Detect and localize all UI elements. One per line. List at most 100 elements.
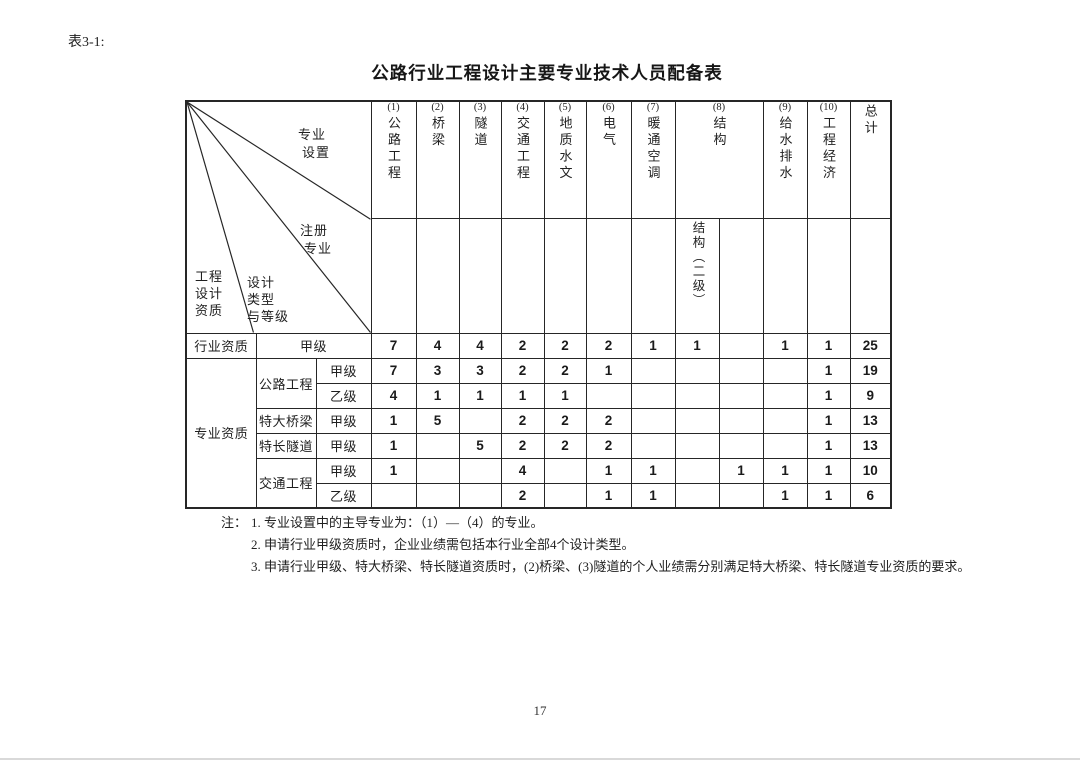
value-cell bbox=[674, 382, 720, 409]
value-cell: 1 bbox=[415, 382, 460, 409]
value-cell: 1 bbox=[806, 332, 851, 359]
grade-cell: 甲级 bbox=[315, 357, 372, 384]
value-cell bbox=[458, 482, 502, 509]
col-header-eng-economy: (10) 工程经济 bbox=[806, 100, 851, 219]
page-bottom-edge bbox=[0, 758, 1080, 760]
value-cell: 2 bbox=[543, 357, 587, 384]
value-cell: 1 bbox=[630, 457, 676, 484]
value-cell: 7 bbox=[370, 332, 417, 359]
value-cell: 1 bbox=[762, 457, 808, 484]
value-cell: 2 bbox=[585, 432, 632, 459]
value-cell: 1 bbox=[585, 482, 632, 509]
col-num: (9) bbox=[778, 102, 792, 113]
corner-header-cell: 专业 设置 注册 专业 设计 类型 与等级 工程 设计 bbox=[185, 100, 372, 334]
col-title: 交通工程 bbox=[515, 116, 530, 182]
total-cell: 13 bbox=[849, 407, 892, 434]
col-header-structure: (8) 结构 bbox=[674, 100, 764, 219]
type-cell-traffic-eng: 交通工程 bbox=[255, 457, 317, 509]
corner-label-eng-design-qualification: 工程 设计 资质 bbox=[195, 269, 224, 318]
corner-label-specialty-setting: 专业 设置 bbox=[298, 127, 331, 160]
value-cell: 1 bbox=[806, 382, 851, 409]
value-cell bbox=[762, 407, 808, 434]
value-cell bbox=[762, 432, 808, 459]
grade-cell: 甲级 bbox=[315, 457, 372, 484]
grade-cell: 乙级 bbox=[315, 382, 372, 409]
value-cell: 4 bbox=[458, 332, 502, 359]
col-title: 暖通空调 bbox=[645, 116, 661, 182]
col-header-bridge: (2) 桥梁 bbox=[415, 100, 460, 219]
value-cell: 1 bbox=[806, 482, 851, 509]
value-cell bbox=[458, 457, 502, 484]
value-cell bbox=[630, 407, 676, 434]
col-header-electrical: (6) 电气 bbox=[585, 100, 632, 219]
value-cell bbox=[718, 382, 764, 409]
value-cell bbox=[630, 357, 676, 384]
type-cell-highway-eng: 公路工程 bbox=[255, 357, 317, 409]
value-cell: 5 bbox=[458, 432, 502, 459]
empty-header-cell bbox=[415, 217, 460, 334]
col-num: (10) bbox=[819, 102, 838, 113]
footnote-item: 2. 申请行业甲级资质时，企业业绩需包括本行业全部4个设计类型。 bbox=[251, 537, 635, 552]
value-cell bbox=[674, 407, 720, 434]
type-cell-super-tunnel: 特长隧道 bbox=[255, 432, 317, 459]
col-header-tunnel: (3) 隧道 bbox=[458, 100, 502, 219]
value-cell: 1 bbox=[762, 332, 808, 359]
value-cell: 1 bbox=[630, 332, 676, 359]
col-num: (1) bbox=[387, 102, 400, 113]
value-cell bbox=[543, 457, 587, 484]
value-cell bbox=[585, 382, 632, 409]
value-cell bbox=[674, 357, 720, 384]
value-cell bbox=[415, 482, 460, 509]
value-cell: 1 bbox=[630, 482, 676, 509]
empty-header-cell bbox=[849, 217, 892, 334]
col-title: 结构 bbox=[711, 116, 727, 149]
value-cell: 1 bbox=[806, 407, 851, 434]
col-title: 工程经济 bbox=[821, 116, 836, 182]
value-cell: 2 bbox=[500, 332, 545, 359]
value-cell bbox=[370, 482, 417, 509]
value-cell: 2 bbox=[500, 432, 545, 459]
col-title: 地质水文 bbox=[557, 116, 573, 182]
value-cell bbox=[718, 357, 764, 384]
grade-cell: 甲级 bbox=[315, 432, 372, 459]
value-cell: 2 bbox=[500, 407, 545, 434]
col-header-highway-eng: (1) 公路工程 bbox=[370, 100, 417, 219]
value-cell: 3 bbox=[458, 357, 502, 384]
value-cell bbox=[718, 482, 764, 509]
value-cell bbox=[543, 482, 587, 509]
value-cell bbox=[762, 382, 808, 409]
personnel-table: 专业 设置 注册 专业 设计 类型 与等级 工程 设计 bbox=[185, 100, 892, 509]
value-cell: 1 bbox=[500, 382, 545, 409]
value-cell: 1 bbox=[806, 432, 851, 459]
sub-header-structure-grade2: 结构（二级） bbox=[674, 217, 720, 334]
empty-header-cell bbox=[806, 217, 851, 334]
empty-header-cell bbox=[718, 217, 764, 334]
value-cell bbox=[415, 457, 460, 484]
row-label-specialty-qualification: 专业资质 bbox=[185, 357, 257, 509]
value-cell: 2 bbox=[543, 407, 587, 434]
col-num: (7) bbox=[646, 102, 660, 113]
total-cell: 13 bbox=[849, 432, 892, 459]
page-title: 公路行业工程设计主要专业技术人员配备表 bbox=[371, 63, 723, 83]
value-cell: 1 bbox=[458, 382, 502, 409]
value-cell bbox=[718, 332, 764, 359]
table-label: 表3-1: bbox=[68, 35, 105, 50]
footnotes-label: 注： bbox=[221, 515, 248, 530]
footnote-item: 3. 申请行业甲级、特大桥梁、特长隧道资质时，(2)桥梁、(3)隧道的个人业绩需… bbox=[251, 559, 971, 574]
value-cell: 1 bbox=[762, 482, 808, 509]
value-cell bbox=[674, 457, 720, 484]
value-cell: 1 bbox=[674, 332, 720, 359]
empty-header-cell bbox=[500, 217, 545, 334]
col-num: (2) bbox=[431, 102, 444, 113]
total-cell: 9 bbox=[849, 382, 892, 409]
col-num: (4) bbox=[516, 102, 529, 113]
page-number: 17 bbox=[533, 703, 547, 718]
col-header-traffic-eng: (4) 交通工程 bbox=[500, 100, 545, 219]
value-cell: 4 bbox=[415, 332, 460, 359]
total-cell: 19 bbox=[849, 357, 892, 384]
value-cell bbox=[762, 357, 808, 384]
col-title: 电气 bbox=[601, 116, 616, 149]
corner-label-design-type-grade: 设计 类型 与等级 bbox=[247, 275, 290, 324]
value-cell: 5 bbox=[415, 407, 460, 434]
